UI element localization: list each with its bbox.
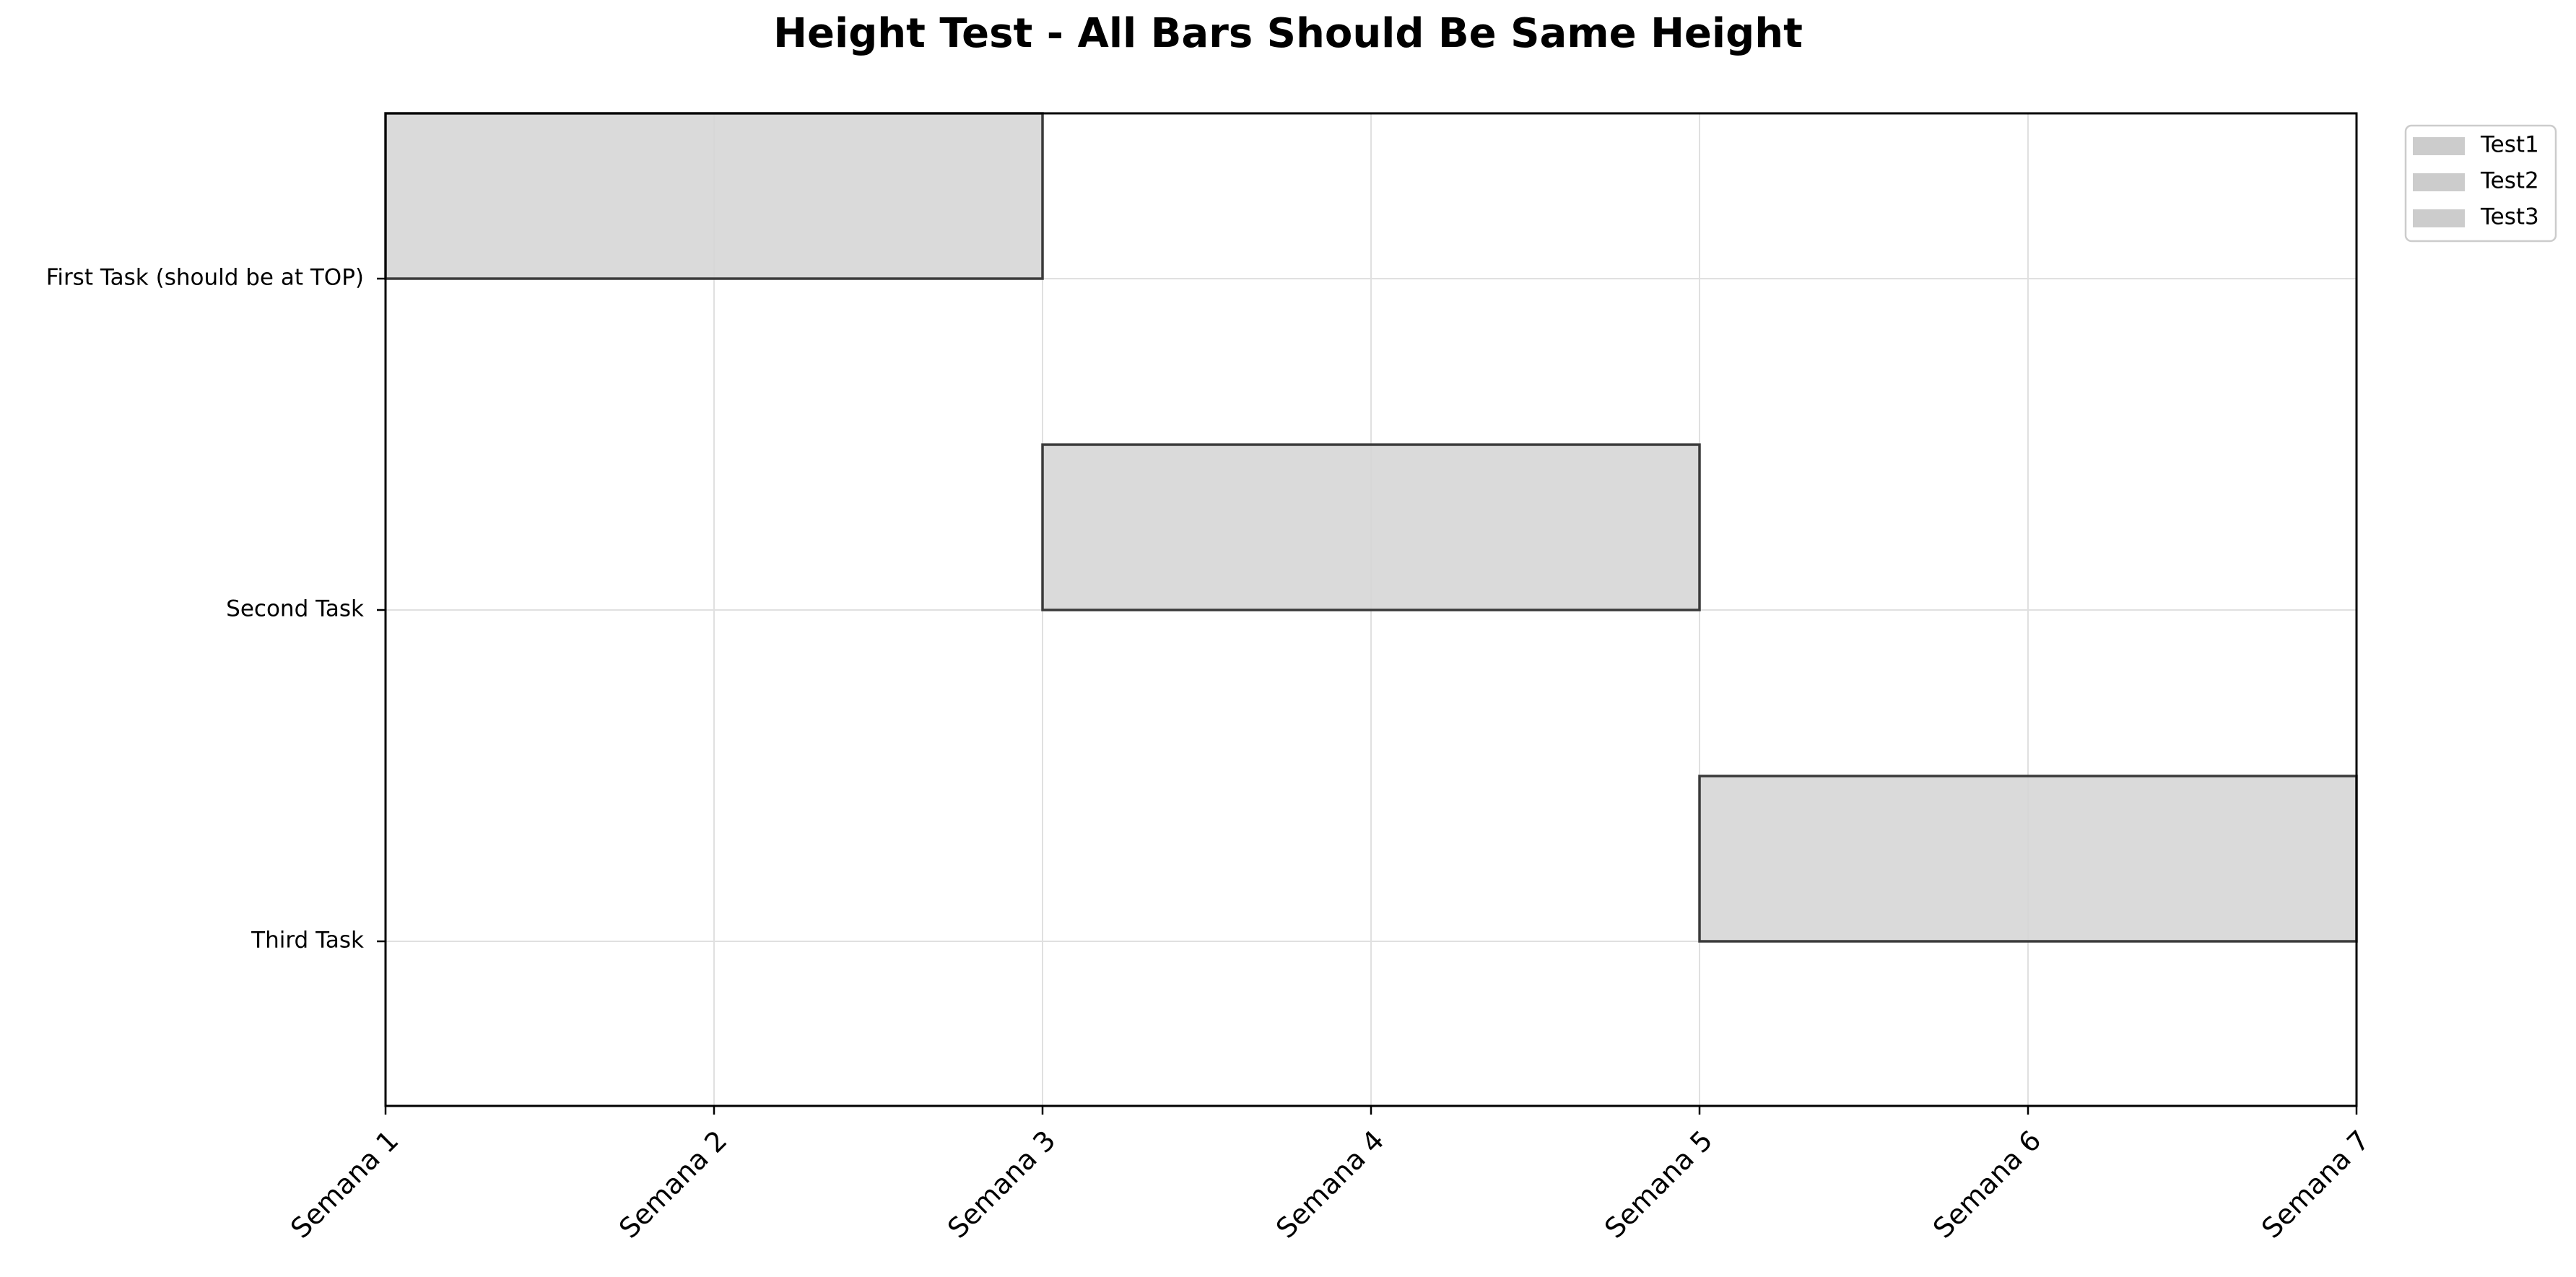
x-tick-label: Semana 5 xyxy=(1598,1124,1718,1244)
gantt-bar xyxy=(1698,775,2358,943)
legend-label: Test1 xyxy=(2480,132,2539,158)
legend: Test1 Test2 Test3 xyxy=(2404,124,2557,243)
legend-label: Test2 xyxy=(2480,168,2539,194)
x-tick-label: Semana 1 xyxy=(284,1124,404,1244)
y-axis: First Task (should be at TOP) Second Task… xyxy=(46,265,386,954)
legend-swatch xyxy=(2413,173,2465,191)
x-tick-label: Semana 3 xyxy=(941,1124,1061,1244)
legend-swatch xyxy=(2413,137,2465,155)
gantt-bar xyxy=(1041,443,1701,611)
gantt-bar xyxy=(384,112,1044,280)
y-tick-label: First Task (should be at TOP) xyxy=(46,265,364,291)
x-tick-label: Semana 4 xyxy=(1270,1124,1390,1244)
y-tick-label: Third Task xyxy=(251,928,364,954)
chart-title: Height Test - All Bars Should Be Same He… xyxy=(773,10,1803,57)
x-tick-label: Semana 7 xyxy=(2255,1124,2375,1244)
x-tick-label: Semana 2 xyxy=(613,1124,733,1244)
bar-layer xyxy=(384,112,2358,943)
legend-swatch xyxy=(2413,209,2465,227)
x-axis: Semana 1 Semana 2 Semana 3 Semana 4 Semana 5… xyxy=(284,1106,2376,1245)
legend-label: Test3 xyxy=(2480,204,2539,230)
x-tick-label: Semana 6 xyxy=(1927,1124,2047,1244)
y-tick-label: Second Task xyxy=(226,596,364,622)
